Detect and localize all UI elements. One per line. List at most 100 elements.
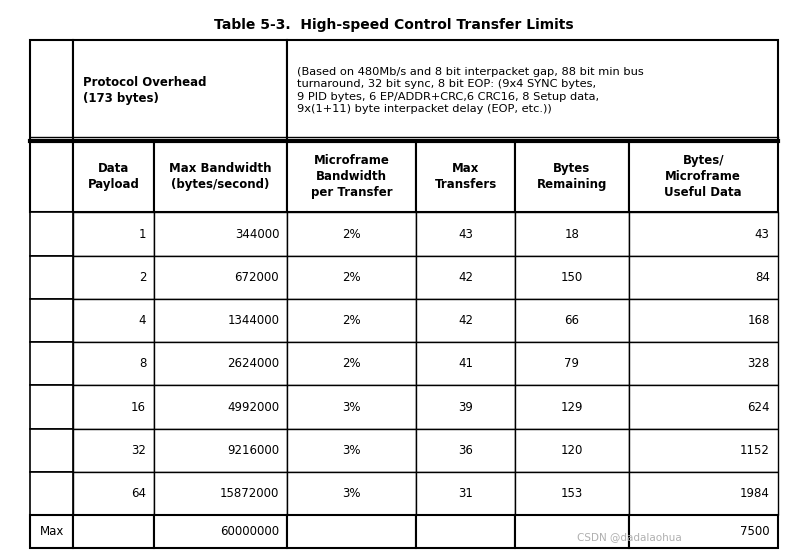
Bar [73, 429, 154, 472]
Text: 2: 2 [139, 271, 146, 284]
Bar [515, 141, 629, 212]
Text: 42: 42 [458, 314, 473, 327]
Text: 168: 168 [748, 314, 770, 327]
Text: 672000: 672000 [235, 271, 279, 284]
Text: 129: 129 [560, 401, 583, 414]
Text: 150: 150 [561, 271, 583, 284]
Text: 1152: 1152 [740, 444, 770, 457]
Bar [154, 299, 287, 342]
Bar [73, 255, 154, 299]
Text: 84: 84 [755, 271, 770, 284]
Text: 16: 16 [131, 401, 146, 414]
Text: 2%: 2% [342, 314, 361, 327]
Text: 8: 8 [139, 357, 146, 370]
Bar [287, 515, 416, 548]
Bar [629, 386, 778, 429]
Bar [629, 212, 778, 255]
Bar [154, 429, 287, 472]
Bar [515, 299, 629, 342]
Bar [30, 299, 73, 342]
Bar [416, 515, 515, 548]
Bar [154, 342, 287, 386]
Bar [154, 212, 287, 255]
Text: 1984: 1984 [740, 487, 770, 500]
Bar [154, 386, 287, 429]
Bar [287, 255, 416, 299]
Text: Max: Max [39, 525, 64, 538]
Text: (Based on 480Mb/s and 8 bit interpacket gap, 88 bit min bus
turnaround, 32 bit s: (Based on 480Mb/s and 8 bit interpacket … [297, 67, 643, 114]
Bar [416, 212, 515, 255]
Bar [30, 472, 73, 515]
Bar [154, 255, 287, 299]
Text: 3%: 3% [342, 401, 361, 414]
Text: 4: 4 [139, 314, 146, 327]
Bar [287, 472, 416, 515]
Bar [515, 386, 629, 429]
Text: 120: 120 [561, 444, 583, 457]
Bar [73, 386, 154, 429]
Bar [629, 429, 778, 472]
Bar [73, 40, 287, 141]
Bar [287, 212, 416, 255]
Bar [416, 472, 515, 515]
Text: 153: 153 [561, 487, 583, 500]
Bar [287, 429, 416, 472]
Bar [73, 141, 154, 212]
Bar [629, 342, 778, 386]
Text: 344000: 344000 [235, 228, 279, 240]
Bar [73, 212, 154, 255]
Text: 66: 66 [564, 314, 579, 327]
Bar [629, 515, 778, 548]
Text: 1: 1 [139, 228, 146, 240]
Bar [30, 212, 73, 255]
Bar [629, 141, 778, 212]
Bar [287, 40, 778, 141]
Bar [30, 141, 73, 212]
Text: 4992000: 4992000 [227, 401, 279, 414]
Bar [154, 141, 287, 212]
Bar [287, 141, 416, 212]
Text: Bytes
Remaining: Bytes Remaining [537, 162, 607, 191]
Bar [629, 299, 778, 342]
Text: CSDN @dadalaohua: CSDN @dadalaohua [577, 532, 682, 542]
Text: 43: 43 [755, 228, 770, 240]
Bar [73, 515, 154, 548]
Text: 79: 79 [564, 357, 579, 370]
Text: 7500: 7500 [740, 525, 770, 538]
Text: Max
Transfers: Max Transfers [434, 162, 497, 191]
Bar [515, 515, 629, 548]
Bar [30, 255, 73, 299]
Bar [30, 386, 73, 429]
Bar [416, 299, 515, 342]
Text: 2%: 2% [342, 357, 361, 370]
Text: 60000000: 60000000 [220, 525, 279, 538]
Text: 31: 31 [458, 487, 473, 500]
Bar [73, 299, 154, 342]
Bar [30, 342, 73, 386]
Bar [30, 515, 73, 548]
Text: 3%: 3% [342, 444, 361, 457]
Bar [515, 472, 629, 515]
Bar [287, 386, 416, 429]
Bar [30, 40, 73, 141]
Text: 43: 43 [458, 228, 473, 240]
Bar [416, 342, 515, 386]
Bar [515, 255, 629, 299]
Bar [515, 212, 629, 255]
Text: 2%: 2% [342, 228, 361, 240]
Bar [287, 342, 416, 386]
Text: Bytes/
Microframe
Useful Data: Bytes/ Microframe Useful Data [664, 155, 742, 199]
Text: 36: 36 [458, 444, 473, 457]
Text: 41: 41 [458, 357, 473, 370]
Text: 42: 42 [458, 271, 473, 284]
Text: Protocol Overhead
(173 bytes): Protocol Overhead (173 bytes) [83, 76, 206, 105]
Bar [30, 429, 73, 472]
Text: 64: 64 [131, 487, 146, 500]
Text: Data
Payload: Data Payload [87, 162, 139, 191]
Text: 1344000: 1344000 [227, 314, 279, 327]
Text: 39: 39 [458, 401, 473, 414]
Bar [73, 472, 154, 515]
Bar [515, 429, 629, 472]
Text: 2624000: 2624000 [227, 357, 279, 370]
Text: 32: 32 [131, 444, 146, 457]
